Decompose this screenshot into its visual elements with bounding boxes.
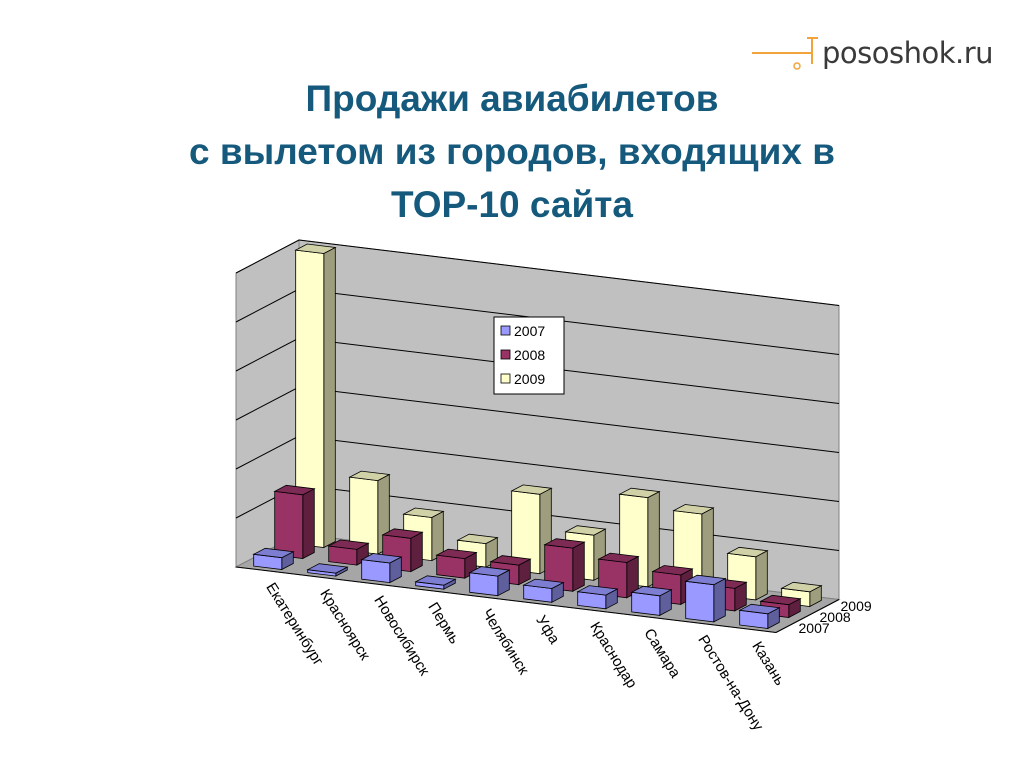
bar-top-2007-5 [468, 566, 511, 577]
bar-top-2007-6 [522, 578, 565, 589]
bar-2007-8 [631, 591, 661, 616]
bar-top-2007-1 [252, 547, 295, 559]
legend-label-2007: 2007 [514, 323, 545, 339]
category-label: Екатеринбург [262, 580, 327, 669]
bar-top-2007-3 [360, 553, 403, 564]
bar-top-2008-4 [435, 548, 478, 560]
bar-top-2007-7 [576, 585, 619, 596]
bar-top-2008-7 [597, 552, 640, 563]
bar-2007-3 [361, 559, 391, 584]
legend-label-2009: 2009 [514, 371, 545, 387]
bar-top-2007-9 [684, 574, 727, 586]
category-axis [235, 566, 777, 633]
category-label: Пермь [424, 599, 463, 647]
slide-title: Продажи авиабилетов с вылетом из городов… [60, 72, 964, 231]
bar-2007-9 [685, 580, 715, 623]
bar-top-2008-2 [327, 539, 370, 550]
bar-side-2009-1 [323, 246, 336, 549]
bar-top-2007-2 [306, 563, 349, 574]
series-axis-label: 2008 [820, 609, 851, 625]
bar-side-2008-6 [572, 541, 585, 592]
bar-top-2009-3 [402, 507, 445, 518]
bar-top-2008-8 [651, 565, 694, 576]
series-axis [775, 599, 840, 633]
category-label: Челябинск [478, 606, 532, 678]
bar-top-2008-6 [543, 538, 586, 549]
bar-top-2009-9 [726, 546, 769, 558]
bar-top-2007-8 [630, 585, 673, 597]
scooter-icon [752, 37, 818, 70]
bar-top-2008-10 [759, 594, 802, 606]
bar-top-2007-10 [738, 603, 781, 615]
bar-top-2009-10 [780, 581, 823, 593]
bar-2008-1 [274, 490, 304, 559]
bar-top-2008-3 [381, 528, 424, 539]
bar-top-2008-1 [273, 484, 316, 496]
legend-label-2008: 2008 [514, 347, 545, 363]
bar-top-2009-4 [456, 533, 499, 545]
bar-top-2009-1 [294, 243, 337, 254]
legend-swatch-2008 [500, 349, 511, 360]
category-label: Уфа [532, 612, 563, 647]
bar-top-2007-4 [414, 575, 457, 586]
category-label: Самара [640, 626, 684, 682]
bar-side-2009-9 [755, 550, 768, 601]
category-label: Красноярск [316, 586, 373, 663]
title-line-1: Продажи авиабилетов [305, 78, 719, 119]
title-line-2: с вылетом из городов, входящих в [189, 131, 835, 172]
bar-2007-5 [469, 572, 499, 597]
gridline [235, 239, 840, 306]
bar-top-2008-5 [489, 555, 532, 566]
bar-side-2008-3 [410, 531, 423, 573]
bar-top-2009-8 [672, 504, 715, 515]
category-label: Новосибирск [370, 593, 433, 679]
bar-side-2007-9 [713, 577, 726, 623]
series-axis-label: 2009 [841, 598, 872, 614]
bar-top-2009-5 [510, 484, 553, 495]
logo-text: pososhok.ru [822, 36, 994, 70]
category-label: Краснодар [586, 619, 640, 691]
bar-top-2009-6 [564, 525, 607, 536]
bar-side-2008-1 [302, 488, 315, 560]
series-axis-label: 2007 [799, 620, 830, 636]
category-label: Казань [748, 639, 788, 689]
bar-top-2009-7 [618, 487, 661, 499]
legend-swatch-2009 [500, 373, 511, 384]
bar-top-2009-2 [348, 470, 391, 482]
title-line-3: ТОР-10 сайта [391, 184, 633, 225]
legend-swatch-2007 [500, 325, 511, 336]
site-logo: pososhok.ru [752, 30, 1002, 80]
bar-2008-4 [436, 554, 466, 579]
